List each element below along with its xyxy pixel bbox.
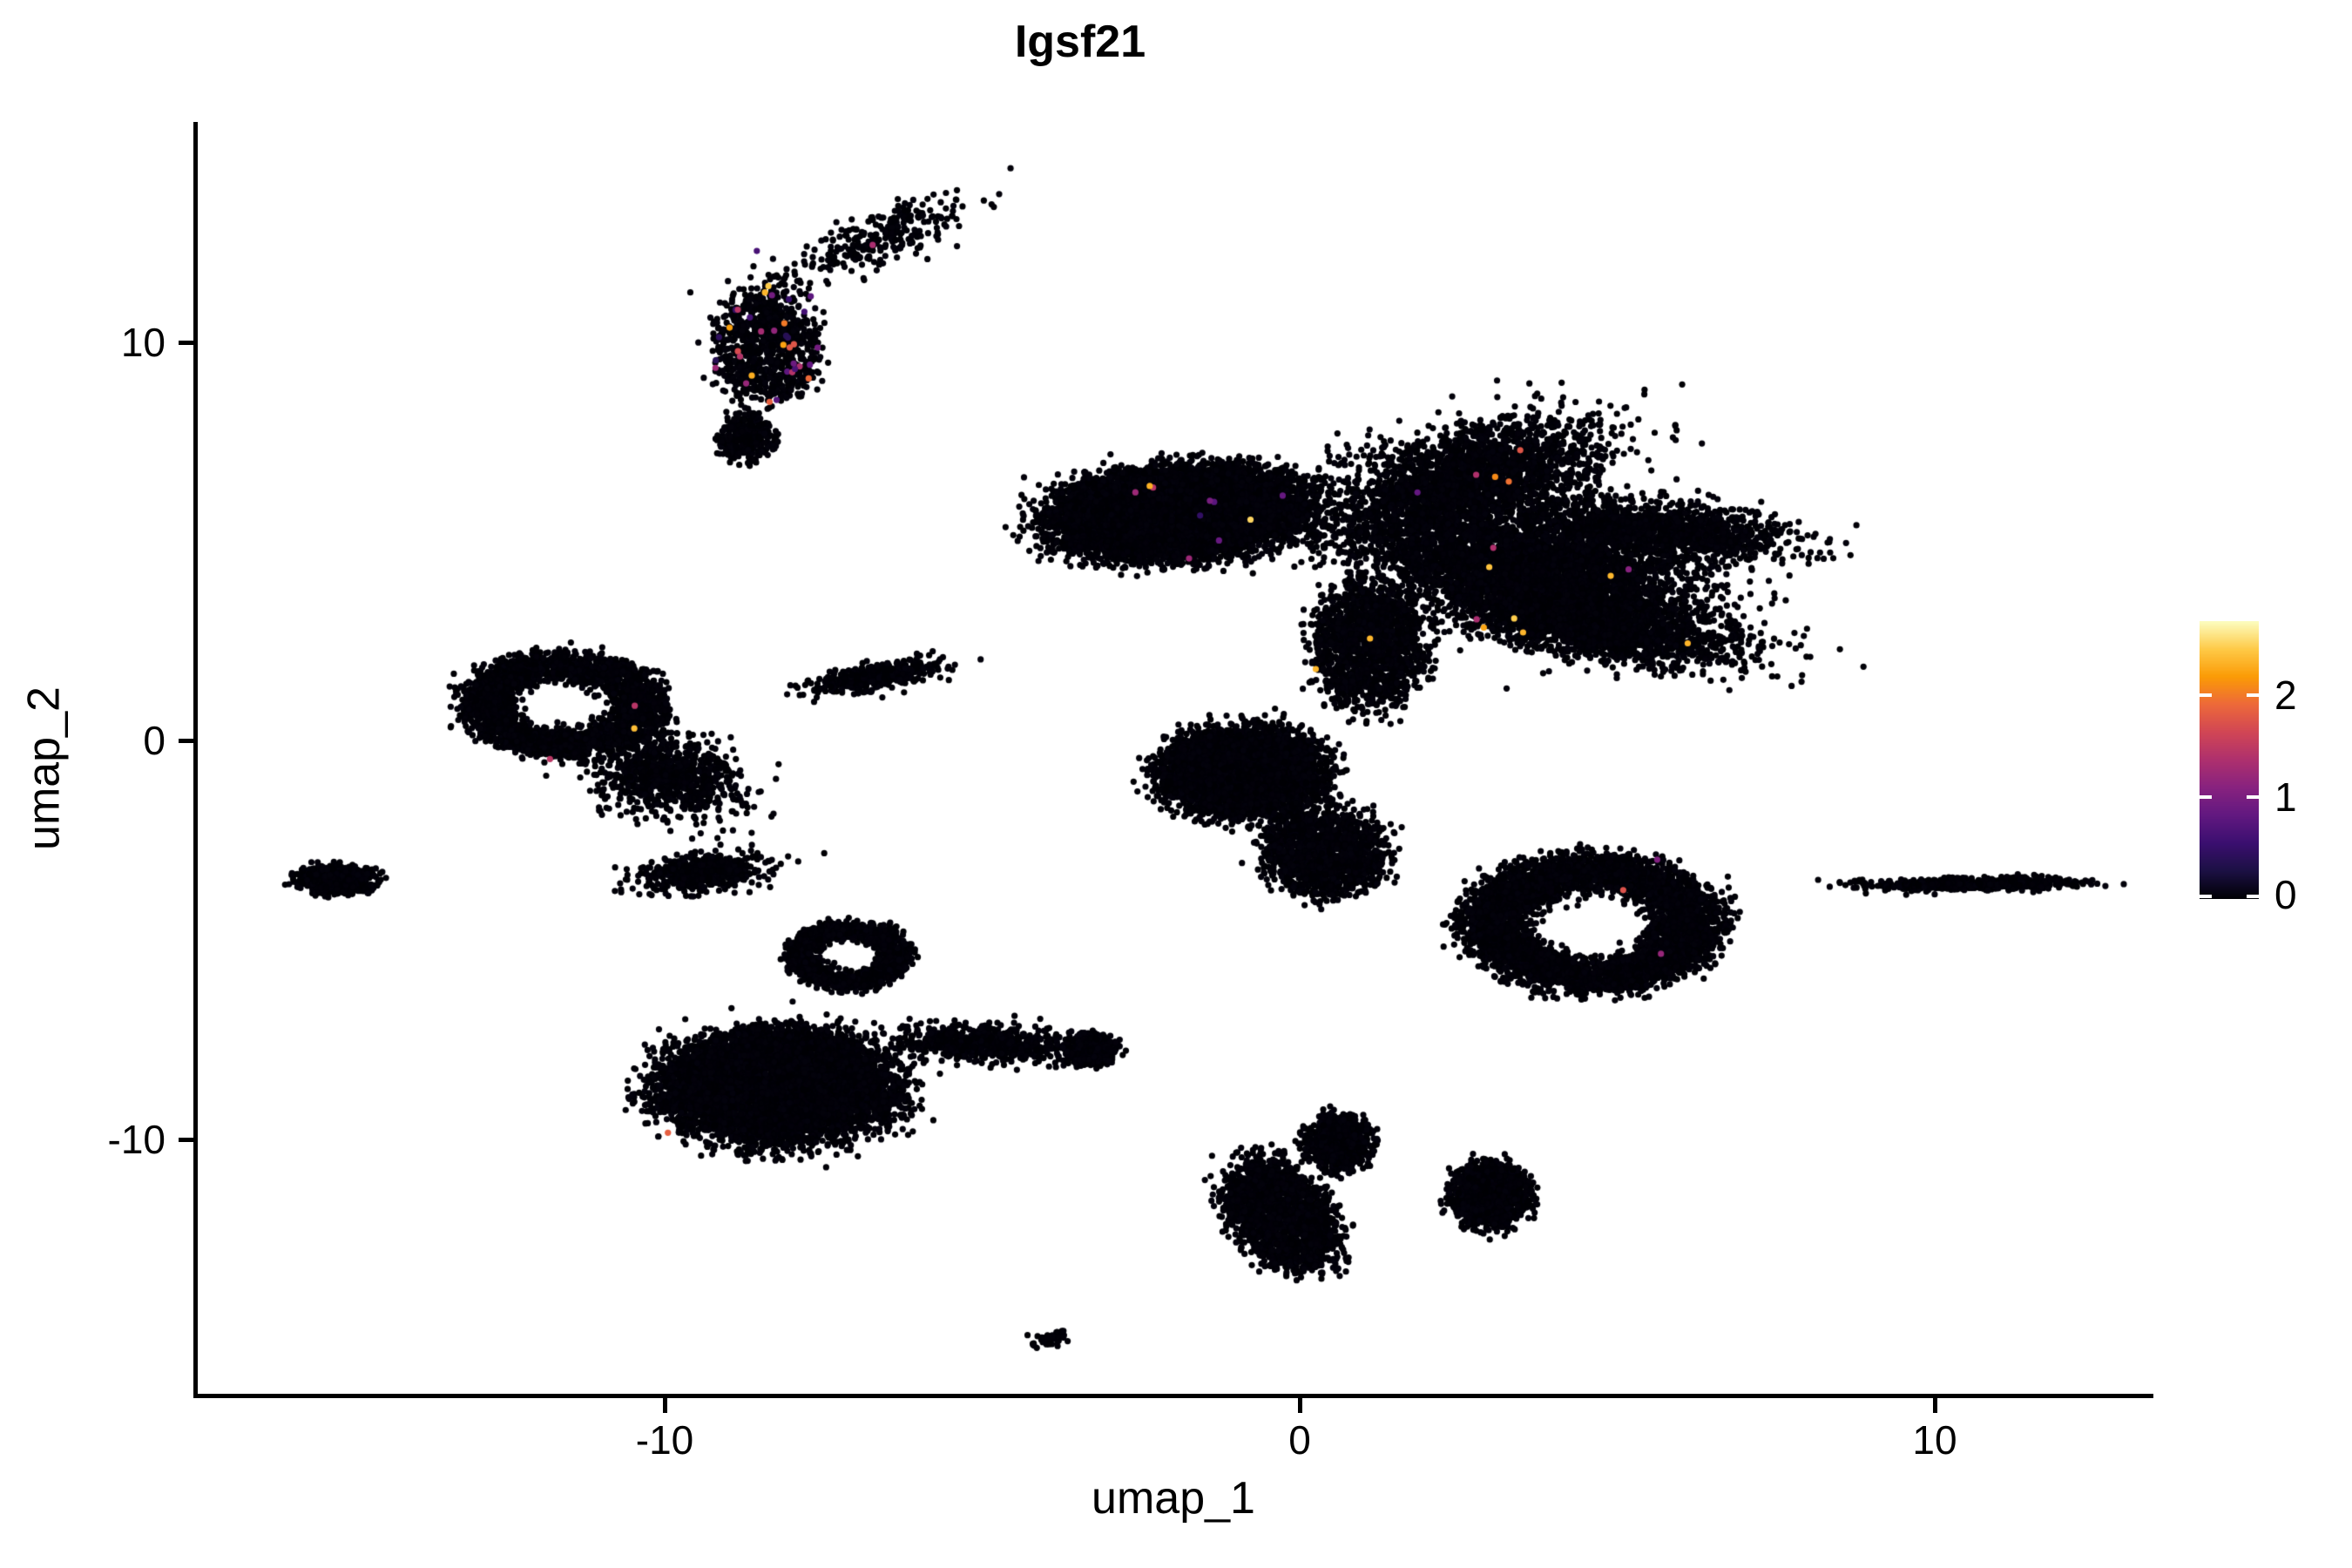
- x-tick-label-0: 0: [1288, 1417, 1311, 1463]
- scatter-plot-canvas: [198, 122, 2153, 1394]
- colorbar-tick-1-left: [2200, 795, 2212, 799]
- x-axis-line: [193, 1394, 2153, 1398]
- y-tick-label-10: 10: [120, 320, 166, 365]
- y-tick-label-0: 0: [143, 718, 166, 763]
- x-tick-label-neg10: -10: [635, 1417, 694, 1463]
- x-axis-label: umap_1: [1092, 1473, 1255, 1524]
- colorbar-tick-2-right: [2247, 693, 2259, 697]
- colorbar-tick-1-right: [2247, 795, 2259, 799]
- x-tick-mark-neg10: [663, 1398, 667, 1413]
- y-axis-label: umap_2: [18, 686, 70, 850]
- colorbar-label-0: 0: [2274, 872, 2297, 917]
- y-tick-mark-0: [179, 739, 193, 743]
- page-title: Igsf21: [1014, 17, 1146, 67]
- colorbar-gradient: [2200, 621, 2259, 899]
- y-axis-line: [193, 122, 198, 1398]
- colorbar-label-1: 1: [2274, 774, 2297, 820]
- colorbar-legend: 2 1 0: [2200, 621, 2297, 915]
- colorbar-tick-0-left: [2200, 895, 2212, 898]
- x-tick-mark-0: [1298, 1398, 1302, 1413]
- colorbar-tick-2-left: [2200, 693, 2212, 697]
- colorbar-label-2: 2: [2274, 672, 2297, 718]
- y-tick-mark-10: [179, 341, 193, 345]
- y-tick-label-neg10: -10: [107, 1117, 166, 1162]
- x-tick-label-10: 10: [1912, 1417, 1957, 1463]
- y-tick-mark-neg10: [179, 1138, 193, 1142]
- colorbar-tick-0-right: [2247, 895, 2259, 898]
- x-tick-mark-10: [1933, 1398, 1937, 1413]
